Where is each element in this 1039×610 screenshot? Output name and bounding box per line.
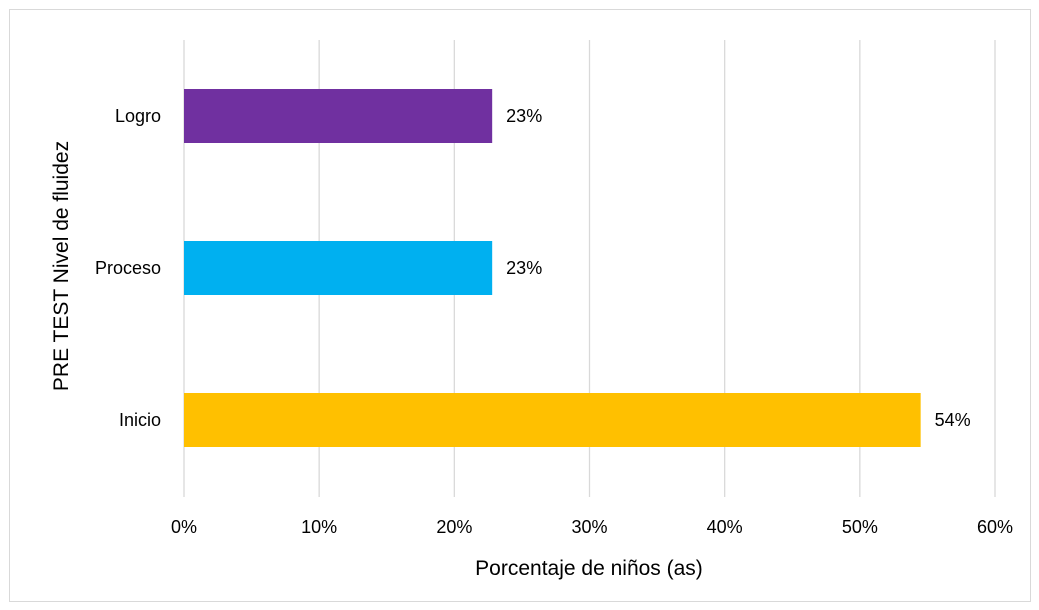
data-label-logro: 23% [506,106,542,126]
x-tick-label: 30% [571,517,607,537]
x-tick-label: 40% [707,517,743,537]
x-tick-label: 20% [436,517,472,537]
x-tick-label: 0% [171,517,197,537]
x-tick-label: 50% [842,517,878,537]
bar-proceso [184,241,493,295]
bar-inicio [184,393,921,447]
data-labels: 23% 23% 54% [506,106,971,430]
category-label-proceso: Proceso [95,258,161,278]
category-labels: Logro Proceso Inicio [95,106,161,430]
x-axis-title: Porcentaje de niños (as) [475,557,703,580]
bars [184,89,921,447]
data-label-inicio: 54% [935,410,971,430]
y-axis-title: PRE TEST Nivel de fluidez [50,141,73,391]
bar-logro [184,89,493,143]
x-tick-labels: 0% 10% 20% 30% 40% 50% 60% [171,517,1013,537]
chart-frame [9,9,1031,602]
x-tick-label: 60% [977,517,1013,537]
data-label-proceso: 23% [506,258,542,278]
category-label-inicio: Inicio [119,410,161,430]
category-label-logro: Logro [115,106,161,126]
x-tick-label: 10% [301,517,337,537]
